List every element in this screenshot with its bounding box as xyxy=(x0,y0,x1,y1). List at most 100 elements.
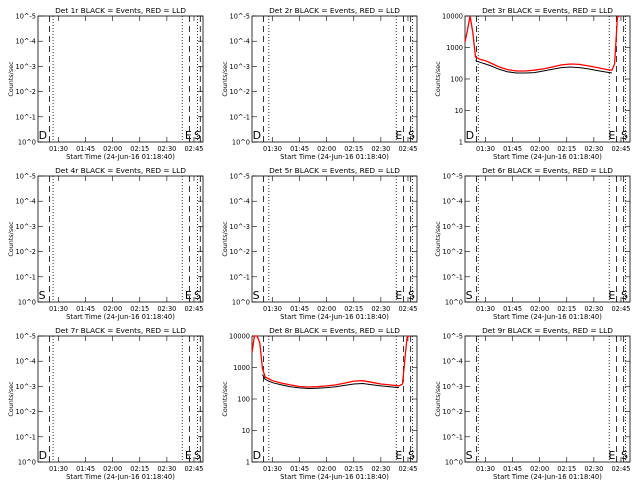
x-tick-label: 01:45 xyxy=(76,145,95,153)
x-tick-label: 02:15 xyxy=(130,305,149,313)
panel-title: Det 1r BLACK = Events, RED = LLD xyxy=(55,6,186,15)
x-tick-label: 02:15 xyxy=(557,305,576,313)
y-tick-label: 10000 xyxy=(442,13,463,21)
x-tick-label: 02:15 xyxy=(557,145,576,153)
x-tick-label: 02:45 xyxy=(398,465,417,473)
time-marker-label: S xyxy=(194,129,201,142)
x-axis-label: Start Time (24-Jun-16 01:18:40) xyxy=(280,473,389,480)
x-tick-label: 01:45 xyxy=(290,305,309,313)
y-tick-label: 10^-1 xyxy=(443,273,464,281)
y-tick-label: 10^-3 xyxy=(16,63,37,71)
y-tick-label: 10^-2 xyxy=(230,248,251,256)
y-tick-label: 10^0 xyxy=(18,139,36,147)
time-marker-label: E xyxy=(185,449,192,462)
x-tick-label: 02:00 xyxy=(103,465,122,473)
y-tick-label: 10^-3 xyxy=(16,383,37,391)
y-tick-label: 10 xyxy=(242,427,250,435)
x-tick-label: 02:00 xyxy=(530,145,549,153)
y-tick-label: 10^-5 xyxy=(230,173,251,181)
time-marker-label: E xyxy=(185,289,192,302)
y-tick-label: 10^-1 xyxy=(16,273,37,281)
x-tick-label: 01:30 xyxy=(49,145,68,153)
detector-panel: Det 5r BLACK = Events, RED = LLD 10^0 10^-… xyxy=(221,166,417,321)
time-marker-label: D xyxy=(253,449,261,462)
y-tick-label: 10^-5 xyxy=(16,13,37,21)
y-tick-label: 10^-4 xyxy=(230,38,251,46)
y-tick-label: 10^-5 xyxy=(230,13,251,21)
detector-panel: Det 3r BLACK = Events, RED = LLD 1 10 100 10… xyxy=(434,6,630,161)
y-tick-label: 10^0 xyxy=(445,459,463,467)
time-marker-label: D xyxy=(253,129,261,142)
time-marker-label: S xyxy=(39,289,46,302)
y-tick-label: 10^-3 xyxy=(230,63,251,71)
detector-panel: Det 9r BLACK = Events, RED = LLD 10^0 10^-… xyxy=(434,326,630,480)
x-tick-label: 01:30 xyxy=(263,305,282,313)
y-axis-label: Counts/sec xyxy=(7,61,15,97)
time-marker-label: S xyxy=(194,289,201,302)
panel-title: Det 4r BLACK = Events, RED = LLD xyxy=(55,166,186,175)
x-tick-label: 02:15 xyxy=(344,145,363,153)
events-series-line xyxy=(262,374,399,390)
panel-title: Det 2r BLACK = Events, RED = LLD xyxy=(269,6,400,15)
y-tick-label: 10^0 xyxy=(18,299,36,307)
events-series-line xyxy=(475,60,612,74)
x-tick-label: 01:45 xyxy=(503,305,522,313)
x-tick-label: 01:45 xyxy=(290,465,309,473)
time-marker-label: S xyxy=(408,449,415,462)
plot-frame xyxy=(37,175,204,303)
y-tick-label: 10^-4 xyxy=(16,358,37,366)
detector-panel: Det 2r BLACK = Events, RED = LLD 10^0 10^-… xyxy=(221,6,417,161)
x-tick-label: 02:00 xyxy=(317,305,336,313)
x-tick-label: 01:45 xyxy=(503,465,522,473)
y-tick-label: 10^-3 xyxy=(443,383,464,391)
y-tick-label: 10000 xyxy=(229,333,250,341)
x-tick-label: 02:45 xyxy=(611,305,630,313)
x-tick-label: 02:30 xyxy=(157,305,176,313)
plot-frame xyxy=(37,15,204,143)
y-tick-label: 10^-4 xyxy=(443,198,464,206)
detector-panel: Det 8r BLACK = Events, RED = LLD 1 10 100 10… xyxy=(221,326,417,480)
x-tick-label: 01:45 xyxy=(76,305,95,313)
x-tick-label: 01:45 xyxy=(290,145,309,153)
x-tick-label: 01:30 xyxy=(49,465,68,473)
time-marker-label: E xyxy=(395,289,402,302)
time-marker-label: D xyxy=(39,449,47,462)
x-tick-label: 02:30 xyxy=(371,305,390,313)
x-tick-label: 02:15 xyxy=(344,305,363,313)
x-tick-label: 01:30 xyxy=(49,305,68,313)
y-axis-label: Counts/sec xyxy=(434,61,442,97)
x-axis-label: Start Time (24-Jun-16 01:18:40) xyxy=(66,313,175,321)
x-tick-label: 02:30 xyxy=(157,145,176,153)
plot-frame xyxy=(464,15,631,143)
y-tick-label: 10^-4 xyxy=(443,358,464,366)
detector-panel: Det 6r BLACK = Events, RED = LLD 10^0 10^-… xyxy=(434,166,630,321)
plot-frame xyxy=(251,335,418,463)
panel-title: Det 7r BLACK = Events, RED = LLD xyxy=(55,326,186,335)
time-marker-label: E xyxy=(608,129,615,142)
y-tick-label: 10^-5 xyxy=(443,173,464,181)
x-tick-label: 02:45 xyxy=(398,305,417,313)
time-marker-label: D xyxy=(466,129,474,142)
panel-title: Det 5r BLACK = Events, RED = LLD xyxy=(269,166,400,175)
y-tick-label: 10^-2 xyxy=(16,248,37,256)
y-tick-label: 10^-1 xyxy=(443,433,464,441)
x-tick-label: 02:00 xyxy=(103,305,122,313)
x-tick-label: 02:30 xyxy=(584,465,603,473)
time-marker-label: E xyxy=(185,129,192,142)
x-axis-label: Start Time (24-Jun-16 01:18:40) xyxy=(66,473,175,480)
y-tick-label: 1 xyxy=(246,459,250,467)
time-marker-label: S xyxy=(466,289,473,302)
x-tick-label: 02:15 xyxy=(557,465,576,473)
x-tick-label: 02:45 xyxy=(184,145,203,153)
x-tick-label: 02:00 xyxy=(530,305,549,313)
time-marker-label: S xyxy=(253,289,260,302)
panel-title: Det 3r BLACK = Events, RED = LLD xyxy=(482,6,613,15)
time-marker-label: S xyxy=(466,449,473,462)
time-marker-label: E xyxy=(608,449,615,462)
time-marker-label: S xyxy=(621,129,628,142)
y-tick-label: 10^0 xyxy=(232,299,250,307)
y-tick-label: 10^-1 xyxy=(230,273,251,281)
x-tick-label: 01:30 xyxy=(263,465,282,473)
panel-title: Det 6r BLACK = Events, RED = LLD xyxy=(482,166,613,175)
